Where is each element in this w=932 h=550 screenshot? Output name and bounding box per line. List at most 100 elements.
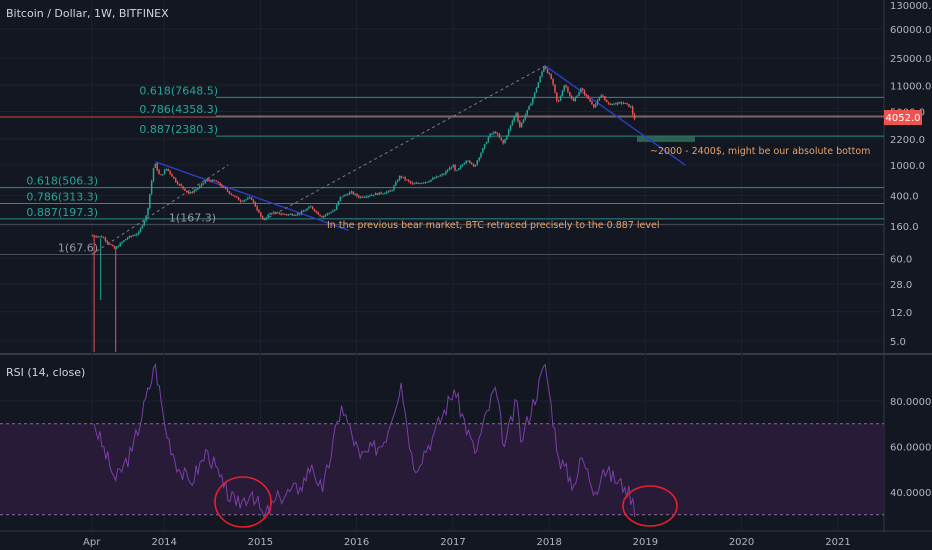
candle-body (398, 175, 401, 181)
candle-body (609, 103, 612, 105)
candle-body (544, 67, 547, 70)
candle-body (247, 198, 249, 200)
candle-body (110, 244, 112, 246)
candle-body (389, 190, 392, 192)
candle-body (298, 213, 301, 215)
time-tick-label: 2020 (729, 537, 754, 548)
candle-body (633, 114, 636, 119)
candle-body (250, 197, 253, 200)
candle-body (228, 191, 231, 194)
candle-body (459, 165, 462, 169)
rsi-band (0, 423, 884, 515)
candle-body (335, 205, 338, 210)
price-tick-label: 28.0 (890, 280, 912, 291)
candle-body (226, 188, 229, 192)
candle-body (498, 134, 501, 138)
candle-body (125, 239, 127, 241)
candle-body (163, 170, 166, 175)
candle-body (419, 183, 421, 185)
candle-body (474, 164, 477, 167)
candle-body (480, 152, 482, 158)
candle-body (145, 215, 147, 221)
candle-body (224, 187, 227, 189)
candle-body (393, 185, 395, 190)
candle-body (563, 85, 565, 92)
fib-label-previous: 0.618(506.3) (26, 175, 98, 188)
price-tick-label: 2200.0 (890, 135, 925, 146)
candle-body (461, 164, 464, 166)
candle-body (513, 116, 516, 121)
bear-market-note: In the previous bear market, BTC retrace… (327, 220, 659, 231)
candle-body (162, 174, 164, 176)
candle-body (230, 193, 232, 195)
candle-body (417, 182, 419, 184)
candle-body (378, 192, 380, 195)
candle-body (345, 194, 347, 196)
candle-body (445, 171, 447, 175)
candle-body (348, 192, 351, 195)
candle-body (300, 211, 303, 215)
fib-label-current: 0.887(2380.3) (139, 123, 218, 136)
downtrend-line-current (544, 65, 686, 166)
candle-body (304, 210, 306, 212)
candle-body (317, 211, 319, 215)
candle-body (602, 95, 604, 97)
candle-body (308, 206, 310, 209)
candle-body (411, 182, 414, 184)
candle-body (315, 211, 318, 213)
fib-label-base: 1(167.3) (169, 211, 216, 224)
candle-body (137, 231, 140, 235)
candle-body (617, 102, 619, 105)
candle-body (458, 168, 460, 171)
candle-body (93, 235, 96, 237)
candle-body (354, 193, 356, 195)
candle-body (430, 179, 432, 182)
candle-body (361, 196, 364, 198)
time-tick-label: 2014 (151, 537, 176, 548)
candle-body (446, 170, 449, 172)
candle-body (180, 184, 183, 187)
candle-body (450, 167, 453, 169)
candle-body (496, 133, 499, 135)
candle-body (433, 178, 436, 180)
candle-body (395, 181, 397, 186)
candle-body (173, 176, 175, 179)
candle-body (280, 214, 282, 216)
candle-body (415, 182, 417, 184)
candle-body (409, 181, 412, 183)
candle-body (482, 148, 484, 153)
candle-body (302, 211, 305, 213)
fib-levels: 0.618(7648.5) 0.786(4358.3) 0.887(2380.3) 0… (0, 84, 884, 255)
candle-body (143, 220, 146, 226)
candle-body (483, 144, 486, 149)
candle-body (284, 213, 286, 215)
candle-body (507, 129, 510, 136)
candle-body (365, 196, 368, 198)
target-note: ~2000 - 2400$, might be our absolute bot… (650, 146, 870, 157)
candle-body (193, 190, 195, 193)
candle-body (287, 214, 290, 216)
candle-body (570, 95, 573, 100)
candle-body (574, 97, 577, 101)
candle-body (406, 179, 408, 181)
candle-body (167, 168, 170, 171)
candle-body (528, 105, 530, 110)
candle-body (585, 94, 588, 96)
candle-body (607, 102, 610, 104)
candle-body (274, 212, 277, 214)
candle-body (206, 179, 208, 181)
candle-body (215, 180, 218, 182)
candle-body (208, 179, 210, 181)
candle-body (119, 243, 121, 247)
candle-body (121, 242, 123, 244)
candle-body (615, 103, 617, 105)
rsi-title: RSI (14, close) (6, 366, 85, 379)
candle-body (472, 163, 475, 167)
candle-body (504, 139, 506, 144)
candle-body (358, 196, 360, 198)
candle-body (104, 238, 107, 241)
candle-body (176, 181, 179, 185)
candle-body (313, 209, 316, 212)
candle-body (576, 95, 578, 98)
